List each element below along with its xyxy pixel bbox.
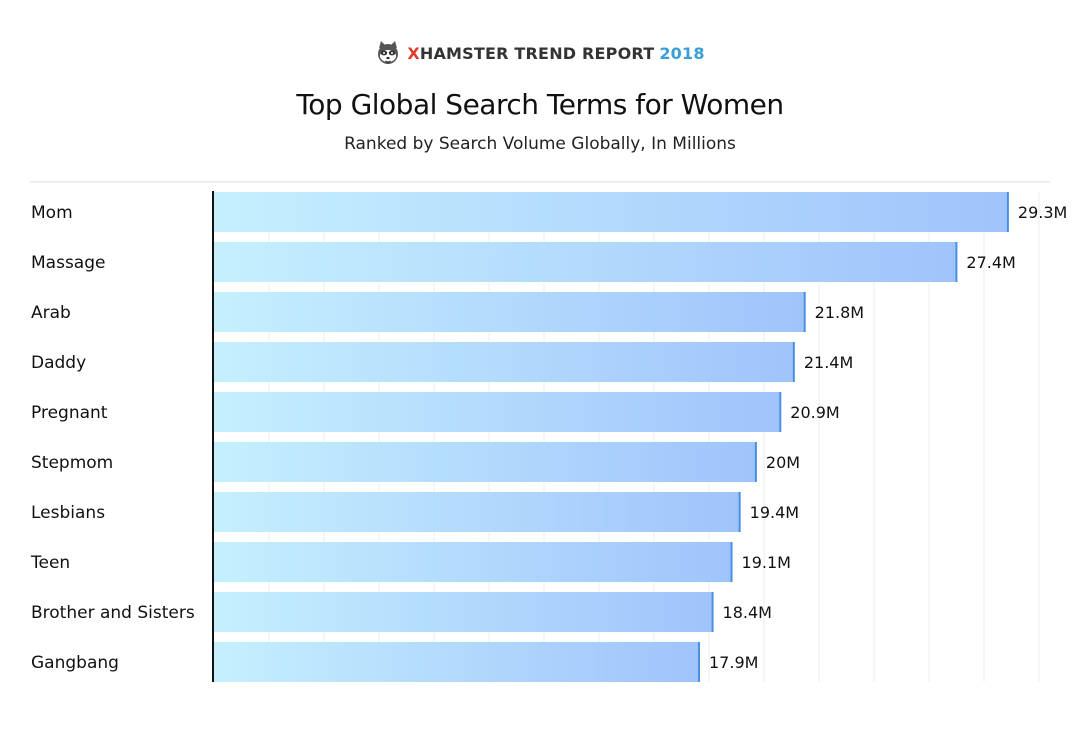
value-label: 18.4M bbox=[723, 603, 772, 622]
value-label: 19.4M bbox=[750, 503, 799, 522]
category-label: Lesbians bbox=[31, 503, 105, 523]
category-label: Gangbang bbox=[31, 653, 119, 673]
value-label: 27.4M bbox=[966, 253, 1015, 272]
category-label: Teen bbox=[30, 553, 70, 573]
value-label: 29.3M bbox=[1018, 203, 1067, 222]
category-label: Stepmom bbox=[31, 453, 113, 473]
value-label: 17.9M bbox=[709, 653, 758, 672]
brand-x-letter: X bbox=[407, 43, 420, 63]
bars bbox=[214, 192, 1009, 682]
bar-gangbang bbox=[214, 642, 700, 682]
brand-name: HAMSTER TREND REPORT bbox=[419, 43, 655, 63]
raccoon-mascot-icon bbox=[378, 41, 399, 64]
chart-title: Top Global Search Terms for Women bbox=[296, 88, 784, 121]
category-label: Arab bbox=[31, 303, 71, 323]
chart-subtitle: Ranked by Search Volume Globally, In Mil… bbox=[344, 134, 736, 154]
category-label: Massage bbox=[31, 253, 105, 273]
value-label: 19.1M bbox=[742, 553, 791, 572]
category-labels: Mom Massage Arab Daddy Pregnant Stepmom Lesbia… bbox=[30, 203, 195, 673]
bar-mom bbox=[214, 192, 1008, 232]
bar-pregnant bbox=[214, 392, 781, 432]
bar-arab bbox=[214, 292, 805, 332]
category-label: Pregnant bbox=[31, 403, 108, 423]
bar-stepmom bbox=[214, 442, 756, 482]
value-label: 21.4M bbox=[804, 353, 853, 372]
bar-brother-and-sisters bbox=[214, 592, 713, 632]
bar-lesbians bbox=[214, 492, 740, 532]
category-label: Mom bbox=[31, 203, 73, 223]
category-label: Daddy bbox=[31, 353, 86, 373]
value-label: 20.9M bbox=[790, 403, 839, 422]
bar-teen bbox=[214, 542, 732, 582]
category-label: Brother and Sisters bbox=[31, 603, 195, 623]
value-label: 20M bbox=[766, 453, 800, 472]
brand-year: 2018 bbox=[659, 43, 705, 63]
bar-daddy bbox=[214, 342, 794, 382]
value-labels: 29.3M 27.4M 21.8M 21.4M 20.9M 20M 19.4M 19.1M 18… bbox=[709, 203, 1067, 672]
brand-header: X HAMSTER TREND REPORT 2018 bbox=[0, 40, 1080, 66]
value-label: 21.8M bbox=[815, 303, 864, 322]
bar-massage bbox=[214, 242, 957, 282]
